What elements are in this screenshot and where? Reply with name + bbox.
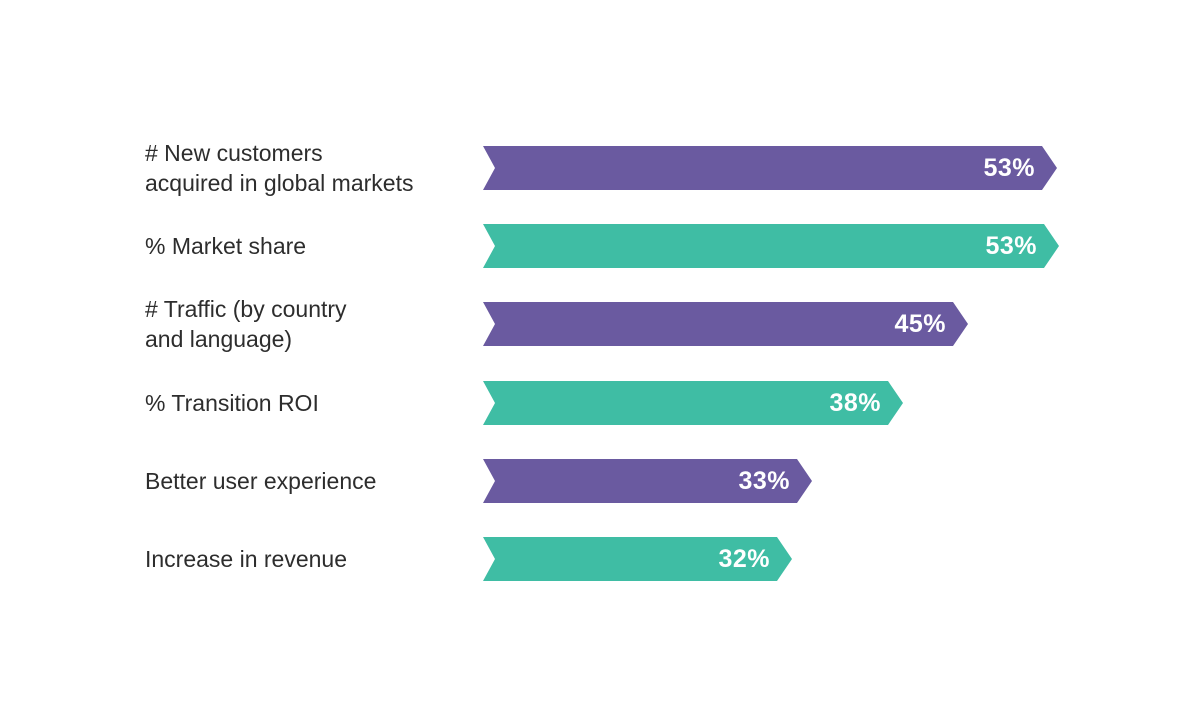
bar-6: 32% (483, 537, 792, 581)
category-label: # New customers acquired in global marke… (145, 140, 414, 196)
bar-3: 45% (483, 302, 968, 346)
bar-value-label: 38% (829, 388, 881, 417)
bar-5: 33% (483, 459, 812, 503)
bar-value-label: 45% (894, 309, 946, 338)
bar-value-label: 53% (983, 153, 1035, 182)
category-label: % Transition ROI (145, 390, 319, 416)
bar-1: 53% (483, 146, 1057, 190)
bar-value-label: 33% (738, 466, 790, 495)
bar-value-label: 53% (985, 231, 1037, 260)
bar-2: 53% (483, 224, 1059, 268)
category-label: % Market share (145, 233, 307, 259)
bar-4: 38% (483, 381, 903, 425)
category-label: Better user experience (145, 468, 377, 494)
category-label: Increase in revenue (145, 546, 348, 572)
bar-value-label: 32% (718, 544, 770, 573)
category-label: # Traffic (by country and language) (145, 296, 347, 352)
